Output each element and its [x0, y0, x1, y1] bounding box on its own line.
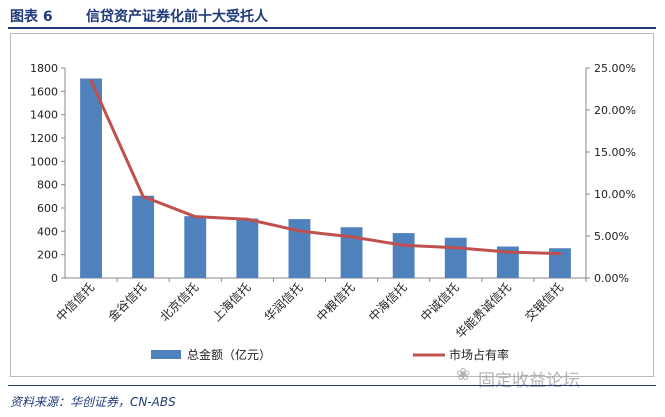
line-point — [141, 195, 145, 199]
legend-bar-swatch — [151, 350, 181, 359]
figure-title: 信贷资产证券化前十大受托人 — [86, 9, 268, 25]
figure-header: 图表 6 信贷资产证券化前十大受托人 — [8, 4, 658, 26]
line-point — [193, 215, 197, 219]
category-label: 华能贵诚信托 — [453, 280, 514, 341]
figure-label: 图表 6 — [10, 9, 53, 25]
header-divider — [8, 27, 656, 29]
right-tick-label: 10.00% — [594, 188, 636, 201]
right-tick-label: 0.00% — [594, 272, 629, 285]
category-label: 中海信托 — [365, 280, 410, 325]
left-tick-label: 1400 — [30, 109, 58, 122]
category-label: 中信信托 — [53, 280, 98, 325]
line-point — [506, 250, 510, 254]
left-tick-label: 1000 — [30, 155, 58, 168]
category-label: 交银信托 — [522, 280, 567, 325]
category-label: 北京信托 — [158, 280, 202, 324]
watermark-text: 固定收益论坛 — [478, 371, 580, 391]
line-point — [297, 229, 301, 233]
right-tick-label: 20.00% — [594, 104, 636, 117]
market-share-line — [89, 79, 560, 256]
bar — [444, 237, 467, 278]
left-tick-label: 600 — [37, 202, 58, 215]
left-tick-label: 800 — [37, 179, 58, 192]
right-tick-label: 5.00% — [594, 230, 629, 243]
bar — [184, 216, 207, 278]
line-point — [89, 79, 93, 83]
source-note: 资料来源：华创证券，CN-ABS — [10, 395, 176, 409]
line-point — [454, 246, 458, 250]
bar — [392, 233, 415, 278]
bar — [496, 246, 519, 278]
right-tick-label: 25.00% — [594, 62, 636, 75]
chart-frame: 0 200 400 600 800 1000 1200 1400 1600 1800 0.00% 5.… — [10, 33, 654, 377]
left-tick-label: 200 — [37, 249, 58, 262]
category-label: 华润信托 — [262, 280, 306, 324]
bar — [236, 218, 259, 278]
line-point — [245, 217, 249, 221]
wechat-icon: ❀ — [456, 365, 471, 385]
bar — [132, 195, 155, 278]
category-label: 中诚信托 — [417, 280, 462, 325]
legend-bar-label: 总金额（亿元） — [187, 347, 271, 362]
footer-divider — [8, 385, 656, 386]
bar — [549, 248, 571, 278]
line-point — [402, 243, 406, 247]
line-point — [350, 235, 354, 239]
legend-line-label: 市场占有率 — [449, 347, 509, 362]
category-label: 上海信托 — [209, 280, 254, 325]
left-tick-label: 1600 — [30, 85, 58, 98]
right-tick-label: 15.00% — [594, 146, 636, 159]
bar — [340, 227, 363, 278]
category-label: 金谷信托 — [105, 280, 150, 325]
left-tick-label: 1800 — [30, 62, 58, 75]
bar — [80, 78, 102, 278]
category-label: 中粮信托 — [313, 280, 358, 325]
chart-svg: 0 200 400 600 800 1000 1200 1400 1600 1800 0.00% 5.… — [30, 62, 636, 362]
bar — [288, 219, 311, 278]
left-tick-label: 1200 — [30, 132, 58, 145]
left-tick-label: 400 — [37, 225, 58, 238]
left-tick-label: 0 — [51, 272, 58, 285]
line-point — [558, 252, 562, 256]
